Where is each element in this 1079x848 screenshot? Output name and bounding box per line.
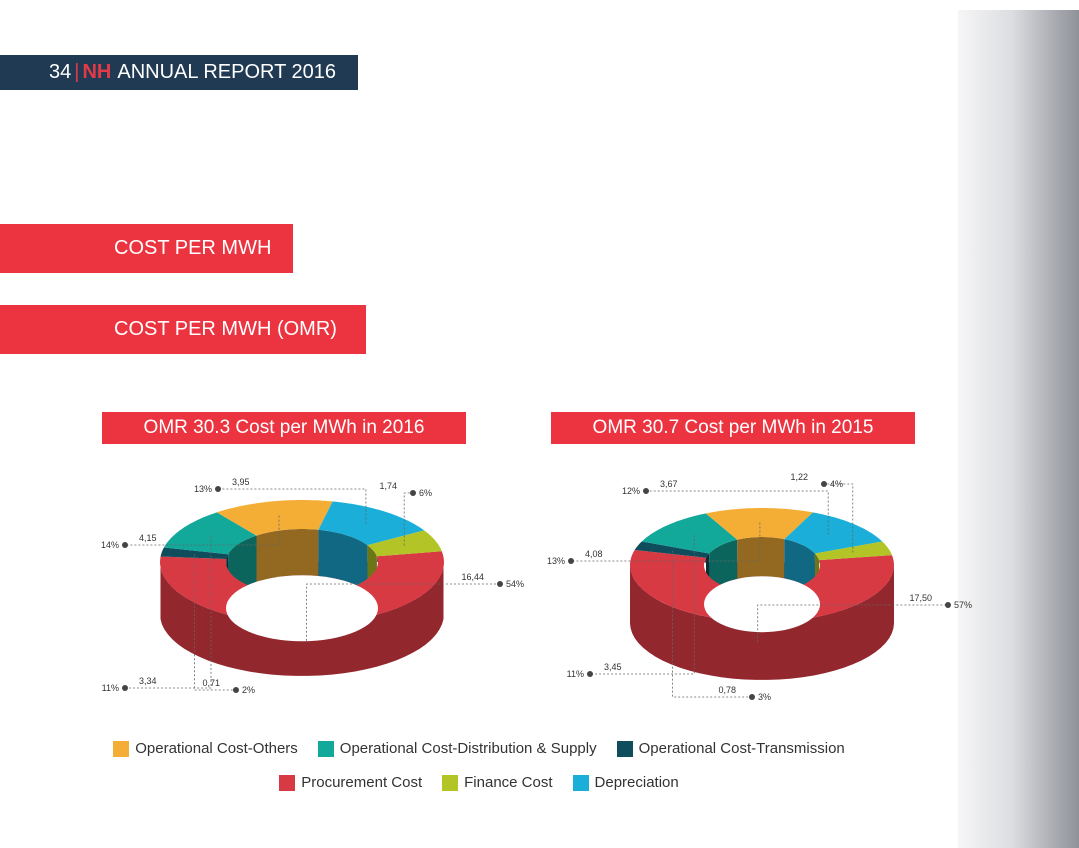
leader-line-operational-cost-others bbox=[125, 515, 280, 546]
legend-label: Depreciation bbox=[594, 774, 679, 791]
legend-swatch bbox=[317, 740, 334, 757]
chart-title-2015: OMR 30.7 Cost per MWh in 2015 bbox=[551, 412, 915, 444]
leader-dot-depreciation bbox=[215, 486, 221, 492]
slice-operational-cost-others bbox=[216, 500, 333, 536]
legend-label: Operational Cost-Others bbox=[135, 740, 298, 757]
donut-chart-2015: 17,50 57% 0,78 3% 3,45 11% 4,08 13% 3,67 12% 1,22 4… bbox=[547, 472, 972, 702]
legend-item-procurement-cost: Procurement Cost bbox=[279, 774, 422, 791]
leader-dot-operational-cost-distribution-supply bbox=[122, 685, 128, 691]
value-label-depreciation: 3,67 bbox=[660, 479, 678, 489]
percent-label-operational-cost-distribution-supply: 11% bbox=[102, 683, 119, 693]
percent-label-operational-cost-transmission: 2% bbox=[242, 685, 255, 695]
legend-label: Operational Cost-Distribution & Supply bbox=[339, 740, 597, 757]
slice-finance-cost bbox=[814, 541, 892, 561]
value-label-operational-cost-distribution-supply: 3,34 bbox=[139, 676, 157, 686]
percent-label-depreciation: 12% bbox=[622, 486, 640, 496]
donut-hole bbox=[704, 576, 820, 633]
page-edge-shadow bbox=[958, 10, 1079, 848]
section-heading-cost-per-mwh-omr: COST PER MWH (OMR) bbox=[0, 305, 366, 354]
legend-swatch bbox=[616, 740, 633, 757]
slice-operational-cost-transmission bbox=[634, 541, 710, 558]
percent-label-procurement-cost: 57% bbox=[954, 600, 972, 610]
brand-logo-text: NH bbox=[82, 61, 112, 83]
leader-line-finance-cost bbox=[824, 483, 854, 553]
slice-operational-cost-distribution-supply bbox=[164, 512, 257, 555]
leader-line-depreciation bbox=[218, 488, 367, 524]
inner-wall-operational-cost-distribution-supply bbox=[709, 539, 738, 593]
slice-operational-cost-distribution-supply bbox=[641, 513, 738, 554]
legend-row-1: Operational Cost-Others Operational Cost-… bbox=[0, 740, 958, 757]
value-label-procurement-cost: 16,44 bbox=[461, 572, 484, 582]
legend-label: Procurement Cost bbox=[301, 774, 423, 791]
chart-title-2016: OMR 30.3 Cost per MWh in 2016 bbox=[102, 412, 466, 444]
leader-line-procurement-cost bbox=[757, 604, 948, 643]
report-title: ANNUAL REPORT 2016 bbox=[117, 61, 336, 83]
leader-dot-depreciation bbox=[643, 488, 649, 494]
leader-dot-operational-cost-transmission bbox=[233, 687, 239, 693]
inner-wall-depreciation bbox=[318, 529, 368, 592]
legend-item-operational-cost-distribution-supply: Operational Cost-Distribution & Supply bbox=[317, 740, 597, 757]
value-label-procurement-cost: 17,50 bbox=[909, 593, 932, 603]
slice-depreciation bbox=[784, 512, 883, 554]
slice-finance-cost bbox=[367, 530, 442, 557]
leader-dot-finance-cost bbox=[410, 490, 416, 496]
value-label-operational-cost-others: 4,15 bbox=[139, 533, 157, 543]
inner-wall-depreciation bbox=[784, 539, 815, 593]
legend-swatch bbox=[279, 774, 296, 791]
legend-item-depreciation: Depreciation bbox=[572, 774, 679, 791]
leader-line-finance-cost bbox=[403, 492, 413, 546]
value-label-operational-cost-distribution-supply: 3,45 bbox=[604, 662, 622, 672]
percent-label-operational-cost-transmission: 3% bbox=[758, 692, 771, 702]
value-label-depreciation: 3,95 bbox=[232, 477, 250, 487]
legend-swatch bbox=[113, 740, 130, 757]
section-heading-cost-per-mwh: COST PER MWH bbox=[0, 224, 293, 273]
leader-line-operational-cost-distribution-supply bbox=[590, 535, 695, 675]
percent-label-finance-cost: 6% bbox=[419, 488, 432, 498]
value-label-finance-cost: 1,74 bbox=[379, 481, 397, 491]
legend-item-operational-cost-transmission: Operational Cost-Transmission bbox=[616, 740, 845, 757]
leader-dot-finance-cost bbox=[821, 481, 827, 487]
percent-label-operational-cost-others: 14% bbox=[101, 540, 119, 550]
slice-depreciation bbox=[318, 501, 425, 546]
leader-dot-operational-cost-others bbox=[122, 542, 128, 548]
leader-line-operational-cost-transmission bbox=[193, 554, 236, 691]
leader-line-operational-cost-others bbox=[571, 522, 761, 562]
slice-operational-cost-others bbox=[705, 508, 813, 540]
value-label-finance-cost: 1,22 bbox=[790, 472, 808, 482]
legend-item-finance-cost: Finance Cost bbox=[442, 774, 553, 791]
leader-line-procurement-cost bbox=[306, 583, 500, 641]
slice-procurement-cost bbox=[630, 550, 894, 622]
percent-label-operational-cost-distribution-supply: 11% bbox=[567, 669, 584, 679]
legend-swatch bbox=[442, 774, 459, 791]
donut-hole bbox=[226, 575, 378, 642]
inner-wall-operational-cost-others bbox=[737, 537, 785, 579]
legend-label: Operational Cost-Transmission bbox=[638, 740, 845, 757]
leader-line-operational-cost-transmission bbox=[672, 550, 752, 698]
inner-wall-operational-cost-others bbox=[256, 529, 319, 582]
leader-dot-procurement-cost bbox=[945, 602, 951, 608]
percent-label-depreciation: 13% bbox=[194, 484, 212, 494]
percent-label-procurement-cost: 54% bbox=[506, 579, 524, 589]
value-label-operational-cost-transmission: 0,71 bbox=[202, 678, 220, 688]
leader-line-operational-cost-distribution-supply bbox=[125, 535, 212, 689]
legend-label: Finance Cost bbox=[464, 774, 553, 791]
legend-item-operational-cost-others: Operational Cost-Others bbox=[113, 740, 298, 757]
percent-label-finance-cost: 4% bbox=[830, 479, 843, 489]
header-separator: | bbox=[74, 61, 80, 83]
leader-dot-operational-cost-transmission bbox=[749, 694, 755, 700]
legend-row-2: Procurement Cost Finance Cost Depreciation bbox=[0, 774, 958, 791]
page-header: 34 | NH ANNUAL REPORT 2016 bbox=[0, 55, 358, 90]
percent-label-operational-cost-others: 13% bbox=[547, 556, 565, 566]
value-label-operational-cost-others: 4,08 bbox=[585, 549, 603, 559]
legend-swatch bbox=[572, 774, 589, 791]
leader-line-depreciation bbox=[646, 490, 829, 535]
value-label-operational-cost-transmission: 0,78 bbox=[718, 685, 736, 695]
leader-dot-procurement-cost bbox=[497, 581, 503, 587]
page-number: 34 bbox=[49, 61, 72, 83]
donut-chart-2016: 16,44 54% 0,71 2% 3,34 11% 4,15 14% 3,95 13% 1,74 6… bbox=[101, 477, 524, 695]
leader-dot-operational-cost-others bbox=[568, 558, 574, 564]
leader-dot-operational-cost-distribution-supply bbox=[587, 671, 593, 677]
outer-wall-procurement-cost bbox=[160, 567, 444, 676]
